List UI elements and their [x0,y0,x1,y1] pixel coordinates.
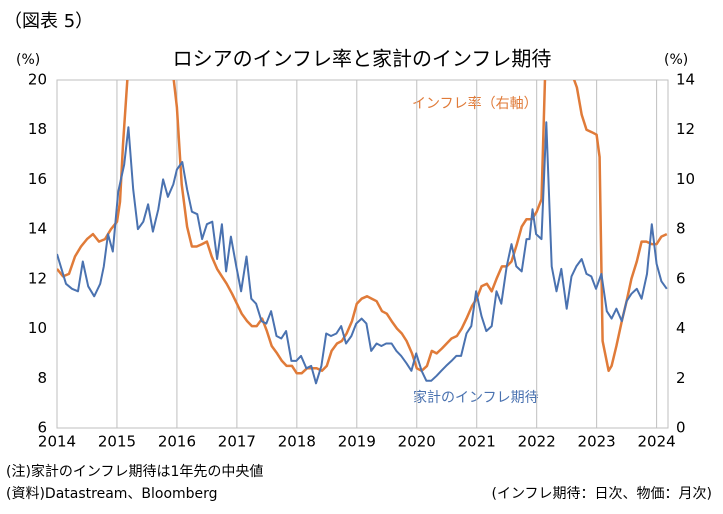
x-tick-label: 2023 [578,433,616,451]
x-tick-label: 2019 [338,433,376,451]
y-tick-label: 6 [37,419,47,437]
y-tick-label: 12 [28,269,47,287]
y2-tick-label: 14 [676,71,695,89]
x-tick-label: 2020 [398,433,436,451]
series-label: 家計のインフレ期待 [413,389,539,406]
x-tick-label: 2016 [158,433,196,451]
x-tick-label: 2015 [98,433,136,451]
y2-tick-label: 6 [676,269,686,287]
source: (資料)Datastream、Bloomberg [6,486,218,502]
y2-tick-label: 0 [676,419,686,437]
x-tick-label: 2024 [638,433,676,451]
y-tick-label: 8 [37,369,47,387]
y-tick-label: 20 [28,71,47,89]
figure-label: （図表 5） [4,11,93,32]
x-tick-label: 2022 [518,433,556,451]
x-tick-label: 2021 [458,433,496,451]
chart-title: ロシアのインフレ率と家計のインフレ期待 [173,47,552,71]
y2-axis-label: (%) [664,52,688,68]
series-line [57,121,668,385]
x-tick-label: 2018 [278,433,316,451]
y-tick-label: 14 [28,220,47,238]
series-line [57,80,668,375]
x-tick-label: 2014 [38,433,76,451]
y-axis-label: (%) [16,52,40,68]
x-tick-label: 2017 [218,433,256,451]
y2-tick-label: 8 [676,220,686,238]
y-tick-label: 18 [28,120,47,138]
y-tick-label: 10 [28,319,47,337]
y2-tick-label: 4 [676,319,686,337]
note: (注)家計のインフレ期待は1年先の中央値 [6,463,263,480]
plot-frame [56,79,669,429]
y2-tick-label: 12 [676,120,695,138]
y2-tick-label: 10 [676,170,695,188]
y-tick-label: 16 [28,170,47,188]
frequency-note: (インフレ期待：日次、物価：月次) [491,486,712,502]
y2-tick-label: 2 [676,369,686,387]
series-label: インフレ率（右軸） [412,95,538,112]
